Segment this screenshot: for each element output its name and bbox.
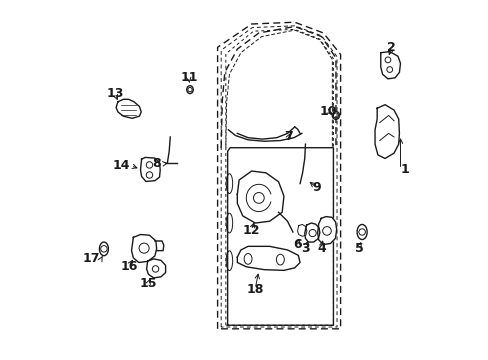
Text: 12: 12 — [243, 224, 260, 237]
Text: 3: 3 — [301, 242, 309, 255]
Polygon shape — [140, 157, 160, 181]
Polygon shape — [155, 241, 163, 251]
Polygon shape — [237, 171, 284, 223]
Text: 9: 9 — [311, 181, 320, 194]
Polygon shape — [374, 105, 399, 158]
Text: 15: 15 — [140, 278, 157, 291]
Text: 10: 10 — [319, 105, 337, 118]
Text: 11: 11 — [180, 71, 197, 84]
Text: 16: 16 — [120, 260, 138, 273]
Polygon shape — [304, 223, 319, 242]
Text: 17: 17 — [82, 252, 100, 265]
Polygon shape — [317, 217, 336, 244]
Text: 18: 18 — [246, 283, 264, 296]
Text: 6: 6 — [293, 238, 301, 251]
Text: 5: 5 — [354, 242, 363, 255]
Polygon shape — [237, 246, 300, 270]
Text: 1: 1 — [400, 163, 408, 176]
Text: 4: 4 — [317, 242, 325, 255]
Polygon shape — [380, 51, 400, 79]
Text: 2: 2 — [386, 41, 395, 54]
Polygon shape — [131, 234, 156, 262]
Text: 14: 14 — [112, 159, 129, 172]
Polygon shape — [116, 99, 141, 118]
Text: 13: 13 — [106, 87, 124, 100]
Text: 8: 8 — [152, 157, 161, 170]
Polygon shape — [146, 259, 165, 278]
Text: 7: 7 — [284, 130, 292, 144]
Polygon shape — [297, 225, 306, 236]
